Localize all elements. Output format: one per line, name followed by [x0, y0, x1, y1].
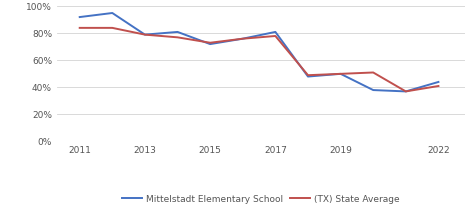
Mittelstadt Elementary School	[305, 75, 311, 78]
(TX) State Average	[273, 35, 278, 37]
Mittelstadt Elementary School	[436, 81, 441, 83]
(TX) State Average	[338, 73, 344, 75]
Mittelstadt Elementary School	[109, 12, 115, 14]
(TX) State Average	[240, 37, 246, 40]
Line: (TX) State Average: (TX) State Average	[80, 28, 438, 92]
Mittelstadt Elementary School	[142, 33, 148, 36]
(TX) State Average	[77, 27, 82, 29]
(TX) State Average	[436, 85, 441, 87]
Legend: Mittelstadt Elementary School, (TX) State Average: Mittelstadt Elementary School, (TX) Stat…	[118, 191, 403, 207]
Mittelstadt Elementary School	[175, 31, 181, 33]
Mittelstadt Elementary School	[403, 90, 409, 93]
Mittelstadt Elementary School	[273, 31, 278, 33]
(TX) State Average	[175, 36, 181, 38]
Line: Mittelstadt Elementary School: Mittelstadt Elementary School	[80, 13, 438, 92]
(TX) State Average	[109, 27, 115, 29]
(TX) State Average	[305, 74, 311, 77]
Mittelstadt Elementary School	[207, 43, 213, 45]
Mittelstadt Elementary School	[338, 73, 344, 75]
Mittelstadt Elementary School	[240, 37, 246, 40]
(TX) State Average	[370, 71, 376, 74]
(TX) State Average	[403, 90, 409, 93]
(TX) State Average	[142, 33, 148, 36]
Mittelstadt Elementary School	[370, 89, 376, 91]
Mittelstadt Elementary School	[77, 16, 82, 18]
(TX) State Average	[207, 41, 213, 44]
